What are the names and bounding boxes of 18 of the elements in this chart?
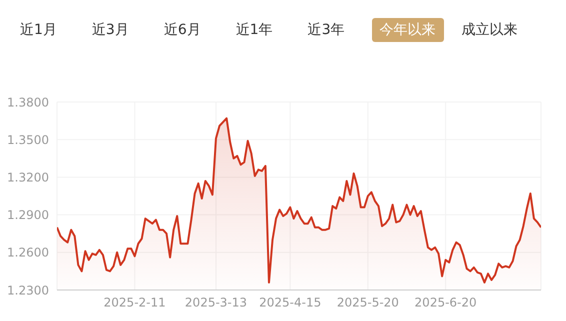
text: 近1年 <box>234 21 274 40</box>
y-tick-label: 1.2300 <box>7 283 49 298</box>
x-tick-label: 2025-4-15 <box>259 296 322 310</box>
text: 近6月 <box>162 21 202 40</box>
y-tick-label: 1.3500 <box>7 132 49 147</box>
text: 近3月 <box>90 21 130 40</box>
text: 近1月 <box>19 21 58 40</box>
y-tick-label: 1.3200 <box>7 170 49 184</box>
text: 近3年 <box>306 21 346 40</box>
x-tick-label: 2025-6-20 <box>414 296 477 310</box>
y-tick-label: 1.2600 <box>7 246 49 260</box>
x-tick-label: 2025-5-20 <box>336 296 399 310</box>
x-tick-label: 2025-2-11 <box>104 296 166 310</box>
text: 今年以来 <box>372 18 444 42</box>
x-tick-label: 2025-3-13 <box>184 296 248 310</box>
y-tick-label: 1.3800 <box>7 95 49 110</box>
y-tick-label: 1.2900 <box>7 208 49 222</box>
text: 成立以来 <box>460 21 519 40</box>
